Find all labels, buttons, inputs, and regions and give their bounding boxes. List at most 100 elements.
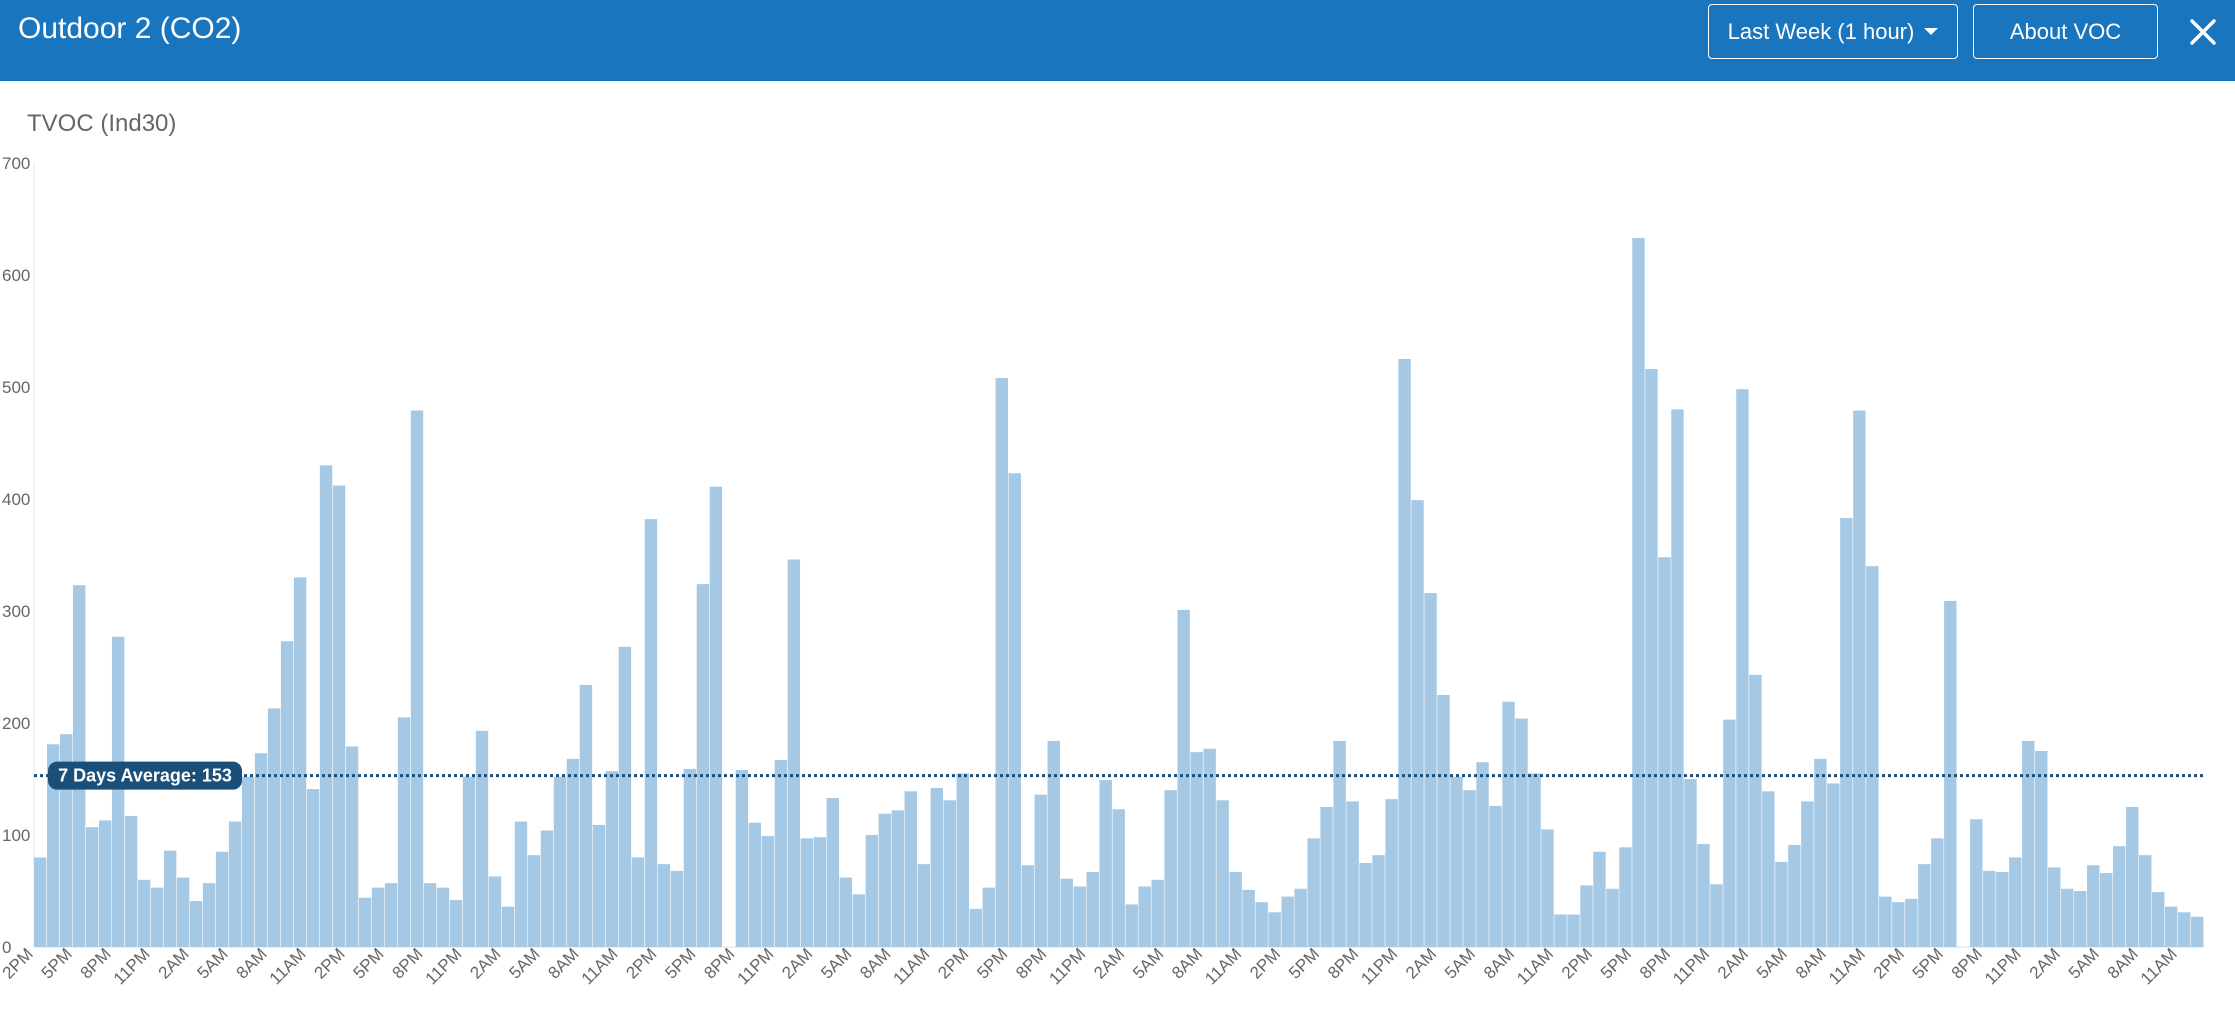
- bar[interactable]: [1346, 801, 1359, 947]
- bar[interactable]: [2165, 906, 2178, 947]
- bar[interactable]: [397, 717, 411, 947]
- bar[interactable]: [215, 851, 229, 947]
- bar[interactable]: [1411, 500, 1424, 947]
- bar[interactable]: [46, 744, 60, 947]
- bar[interactable]: [1502, 701, 1515, 947]
- bar[interactable]: [1060, 878, 1073, 947]
- bar[interactable]: [1580, 885, 1593, 947]
- bar[interactable]: [696, 584, 710, 947]
- bar[interactable]: [930, 787, 943, 947]
- bar[interactable]: [267, 708, 281, 947]
- bar[interactable]: [852, 894, 866, 947]
- about-voc-button[interactable]: About VOC: [1973, 4, 2158, 59]
- bar[interactable]: [1450, 776, 1463, 947]
- bar[interactable]: [2009, 857, 2022, 947]
- bar[interactable]: [787, 559, 801, 947]
- bar[interactable]: [254, 753, 268, 947]
- bar[interactable]: [1671, 409, 1684, 947]
- bar[interactable]: [969, 908, 982, 947]
- bar[interactable]: [1775, 861, 1788, 947]
- bar[interactable]: [2074, 891, 2087, 947]
- bar[interactable]: [2152, 892, 2165, 947]
- bar[interactable]: [709, 486, 723, 947]
- bar[interactable]: [995, 378, 1008, 947]
- bar[interactable]: [34, 857, 47, 947]
- bar[interactable]: [2191, 916, 2204, 947]
- bar[interactable]: [1996, 871, 2009, 947]
- bar[interactable]: [449, 899, 463, 947]
- bar[interactable]: [1333, 740, 1346, 947]
- bar[interactable]: [436, 887, 450, 947]
- bar[interactable]: [1801, 801, 1814, 947]
- bar[interactable]: [839, 877, 853, 947]
- bar[interactable]: [1736, 389, 1749, 947]
- bar[interactable]: [1138, 886, 1151, 947]
- bar[interactable]: [384, 883, 398, 947]
- bar[interactable]: [98, 820, 112, 947]
- bar[interactable]: [1632, 238, 1645, 947]
- bar[interactable]: [1918, 864, 1931, 947]
- bar[interactable]: [501, 906, 515, 947]
- bar[interactable]: [1034, 794, 1047, 947]
- bar[interactable]: [748, 822, 762, 947]
- bar[interactable]: [1554, 914, 1567, 947]
- bar[interactable]: [2178, 912, 2191, 947]
- bar[interactable]: [553, 776, 567, 947]
- bar[interactable]: [1203, 748, 1216, 947]
- bar[interactable]: [1099, 780, 1112, 947]
- bar[interactable]: [2126, 807, 2139, 947]
- bar[interactable]: [1073, 886, 1086, 947]
- bar[interactable]: [1970, 819, 1983, 947]
- bar[interactable]: [1931, 838, 1944, 947]
- bar[interactable]: [1437, 695, 1450, 947]
- bar[interactable]: [657, 864, 671, 947]
- bar[interactable]: [2113, 846, 2126, 947]
- bar[interactable]: [865, 835, 879, 947]
- bar[interactable]: [1489, 805, 1502, 947]
- bar[interactable]: [202, 883, 216, 947]
- bar[interactable]: [761, 836, 775, 947]
- bar[interactable]: [1463, 790, 1476, 947]
- bar[interactable]: [605, 771, 619, 947]
- bar[interactable]: [1723, 719, 1736, 947]
- bar[interactable]: [2100, 873, 2113, 947]
- bar[interactable]: [423, 883, 437, 947]
- bar[interactable]: [1047, 740, 1060, 947]
- bar[interactable]: [1606, 888, 1619, 947]
- bar[interactable]: [1086, 871, 1099, 947]
- bar[interactable]: [943, 800, 956, 947]
- bar[interactable]: [618, 646, 632, 947]
- bar[interactable]: [1229, 871, 1242, 947]
- bar[interactable]: [1021, 865, 1034, 947]
- bar[interactable]: [904, 791, 917, 947]
- bar[interactable]: [475, 730, 489, 947]
- bar[interactable]: [1398, 359, 1411, 947]
- bar[interactable]: [1281, 896, 1294, 947]
- bar[interactable]: [1125, 904, 1138, 947]
- bar[interactable]: [2139, 855, 2152, 947]
- bar[interactable]: [1528, 773, 1541, 947]
- bar[interactable]: [1541, 829, 1554, 947]
- bar[interactable]: [917, 864, 930, 947]
- bar[interactable]: [644, 519, 658, 947]
- bar[interactable]: [1151, 879, 1164, 947]
- bar[interactable]: [1424, 593, 1437, 947]
- bar[interactable]: [1385, 799, 1398, 947]
- bar[interactable]: [163, 850, 177, 947]
- bar[interactable]: [1476, 762, 1489, 947]
- bar[interactable]: [410, 410, 424, 947]
- bar[interactable]: [592, 824, 606, 947]
- bar[interactable]: [800, 838, 814, 947]
- bar[interactable]: [1515, 718, 1528, 947]
- bar[interactable]: [2061, 888, 2074, 947]
- bar[interactable]: [1983, 870, 1996, 947]
- bar[interactable]: [488, 876, 502, 947]
- bar[interactable]: [1710, 884, 1723, 947]
- bar[interactable]: [826, 798, 840, 947]
- bar[interactable]: [1593, 851, 1606, 947]
- bar[interactable]: [1372, 855, 1385, 947]
- bar[interactable]: [891, 810, 904, 947]
- bar[interactable]: [2022, 740, 2035, 947]
- bar[interactable]: [1697, 843, 1710, 947]
- bar[interactable]: [670, 870, 684, 947]
